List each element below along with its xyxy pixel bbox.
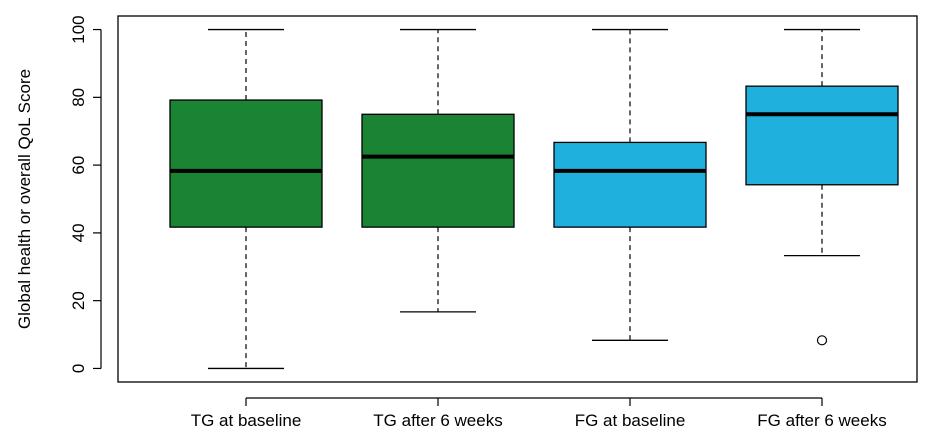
iqr-box bbox=[169, 99, 323, 228]
y-axis: 0 20 40 60 80 100 bbox=[69, 15, 102, 373]
x-tick-label-4: FG after 6 weeks bbox=[757, 411, 886, 430]
x-tick-label-1: TG at baseline bbox=[191, 411, 302, 430]
plot-frame bbox=[117, 15, 918, 383]
x-axis: TG at baseline TG after 6 weeks FG at base… bbox=[191, 397, 887, 430]
outlier-point-1 bbox=[816, 335, 828, 346]
y-tick-label-60: 60 bbox=[69, 156, 88, 175]
y-tick-label-100: 100 bbox=[69, 15, 88, 43]
y-tick-label-20: 20 bbox=[69, 291, 88, 310]
y-tick-label-0: 0 bbox=[69, 364, 88, 373]
iqr-box bbox=[361, 113, 515, 228]
box-3 bbox=[553, 28, 707, 341]
x-tick-label-2: TG after 6 weeks bbox=[373, 411, 502, 430]
x-tick-label-3: FG at baseline bbox=[575, 411, 686, 430]
y-tick-label-80: 80 bbox=[69, 88, 88, 107]
box-1 bbox=[169, 28, 323, 370]
y-axis-title: Global health or overall QoL Score bbox=[15, 69, 34, 329]
iqr-box bbox=[745, 85, 899, 186]
y-tick-label-40: 40 bbox=[69, 223, 88, 242]
box-4 bbox=[745, 28, 899, 346]
iqr-box bbox=[553, 141, 707, 228]
box-2 bbox=[361, 28, 515, 313]
boxes bbox=[169, 28, 899, 370]
